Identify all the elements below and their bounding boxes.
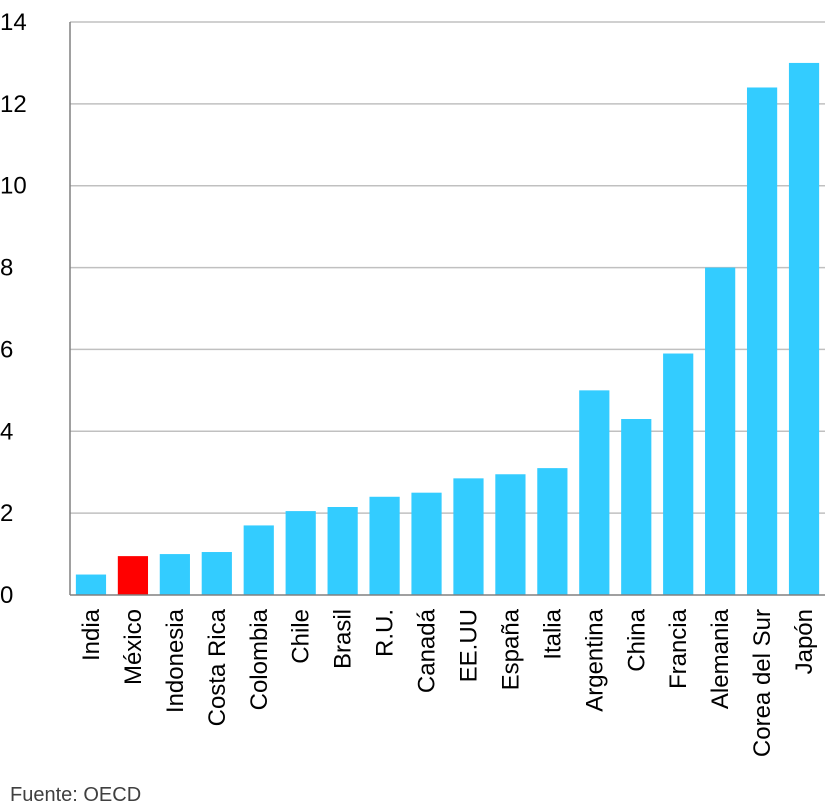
- x-tick-label: Colombia: [246, 608, 273, 710]
- y-tick-label: 4: [0, 418, 13, 445]
- bar-francia: [663, 353, 694, 595]
- bar-corea-del-sur: [746, 87, 778, 595]
- bar-espa-a: [495, 474, 526, 595]
- x-tick-label: India: [78, 608, 105, 661]
- bar-indonesia: [159, 554, 190, 595]
- bar-m-xico: [117, 556, 149, 595]
- x-tick-label: Chile: [288, 609, 315, 664]
- x-tick-label: Francia: [665, 608, 692, 689]
- bar-alemania: [705, 267, 736, 595]
- x-tick-label: Corea del Sur: [749, 609, 776, 757]
- bar-jap-n: [788, 62, 820, 595]
- x-tick-label: Indonesia: [162, 608, 189, 713]
- y-tick-label: 10: [0, 173, 27, 200]
- bar-argentina: [579, 390, 610, 595]
- y-tick-label: 2: [0, 500, 13, 527]
- bar-ee-uu: [453, 478, 484, 595]
- x-tick-label: China: [623, 608, 650, 671]
- grid-lines: [70, 21, 825, 514]
- x-tick-label: R.U.: [372, 609, 399, 657]
- y-tick-labels: 0 2 4 6 8 10 12 14: [0, 9, 27, 609]
- y-tick-label: 8: [0, 255, 13, 282]
- bar-china: [621, 419, 652, 595]
- y-tick-label: 12: [0, 91, 27, 118]
- x-tick-label: Argentina: [581, 608, 608, 711]
- bar-canad-: [411, 492, 442, 595]
- x-tick-label: Costa Rica: [204, 608, 231, 726]
- x-tick-label: Canadá: [414, 608, 441, 693]
- bars: [75, 62, 820, 595]
- x-tick-label: Alemania: [707, 608, 734, 709]
- x-tick-label: Japón: [791, 609, 818, 674]
- bar-brasil: [327, 507, 358, 595]
- x-tick-label: Italia: [539, 608, 566, 659]
- bar-italia: [537, 468, 568, 595]
- axes: [69, 22, 825, 596]
- bar-colombia: [243, 525, 274, 595]
- y-tick-label: 6: [0, 336, 13, 363]
- y-tick-label: 0: [0, 582, 13, 609]
- x-tick-label: España: [497, 608, 524, 690]
- y-tick-label: 14: [0, 9, 27, 36]
- x-tick-label: México: [120, 609, 147, 685]
- bar-r-u-: [369, 496, 400, 595]
- bar-india: [75, 574, 107, 595]
- x-tick-label: EE.UU: [455, 609, 482, 682]
- bar-costa-rica: [201, 552, 232, 595]
- x-tick-label: Brasil: [330, 609, 357, 669]
- bar-chile: [285, 511, 316, 595]
- source-note: Fuente: OECD: [10, 784, 142, 806]
- x-category-labels: India México Indonesia Costa Rica Colombia Ch…: [78, 608, 818, 757]
